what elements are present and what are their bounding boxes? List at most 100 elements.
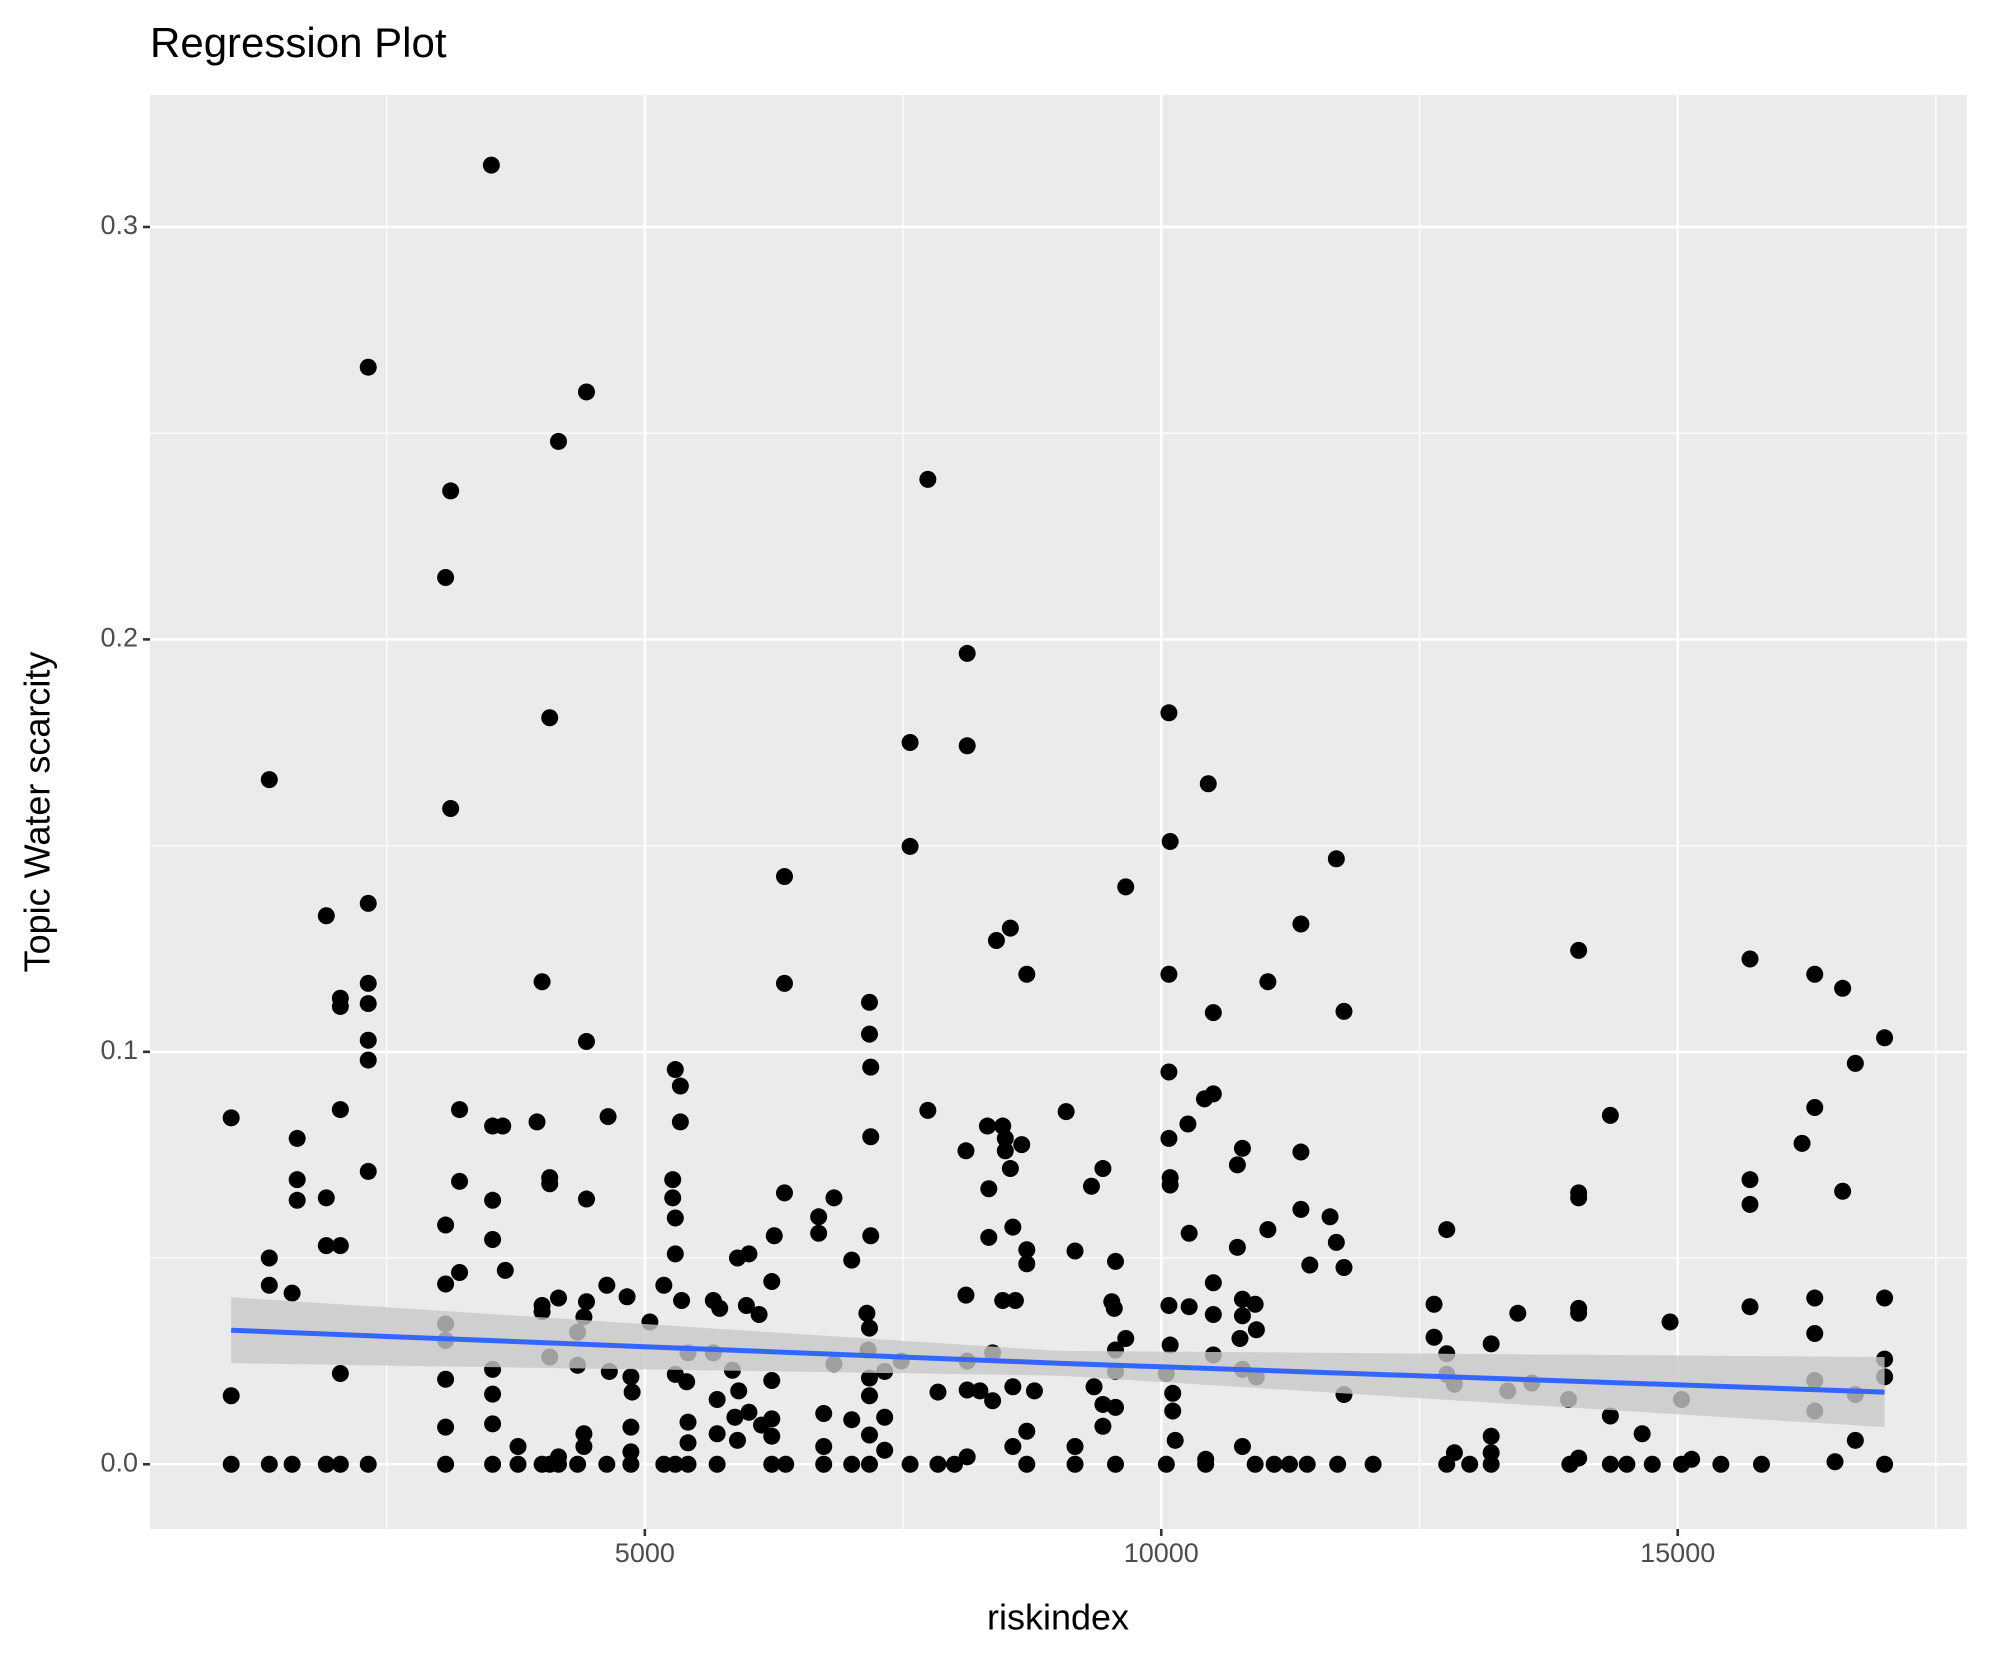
point <box>1107 1398 1125 1416</box>
point <box>1292 1200 1310 1218</box>
point <box>331 1365 349 1383</box>
point <box>1161 1176 1179 1194</box>
point <box>484 1455 502 1473</box>
point <box>1601 1106 1619 1124</box>
point <box>860 993 878 1011</box>
point <box>1327 850 1345 868</box>
point <box>1018 1455 1036 1473</box>
point <box>1301 1256 1319 1274</box>
point <box>1231 1329 1249 1347</box>
point <box>1001 919 1019 937</box>
point <box>815 1455 833 1473</box>
point <box>810 1224 828 1242</box>
point <box>1157 1455 1175 1473</box>
point <box>1094 1417 1112 1435</box>
point <box>577 1033 595 1051</box>
point <box>1570 1304 1588 1322</box>
point <box>996 1142 1014 1160</box>
point <box>1683 1450 1701 1468</box>
point <box>1826 1453 1844 1471</box>
point <box>1741 1195 1759 1213</box>
point <box>528 1113 546 1131</box>
point <box>288 1191 306 1209</box>
point <box>843 1455 861 1473</box>
point <box>1298 1455 1316 1473</box>
point <box>1329 1455 1347 1473</box>
point <box>260 1249 278 1267</box>
point <box>1082 1177 1100 1195</box>
point <box>862 1227 880 1245</box>
point <box>775 974 793 992</box>
point <box>1161 1336 1179 1354</box>
point <box>1425 1295 1443 1313</box>
point <box>1161 832 1179 850</box>
point <box>1335 1259 1353 1277</box>
point <box>1018 1422 1036 1440</box>
point <box>1876 1029 1894 1047</box>
point <box>1482 1427 1500 1445</box>
point <box>437 1418 455 1436</box>
point <box>763 1455 781 1473</box>
point <box>860 1387 878 1405</box>
point <box>1004 1378 1022 1396</box>
point <box>1570 941 1588 959</box>
point <box>1570 1449 1588 1467</box>
point <box>1179 1115 1197 1133</box>
point <box>1752 1455 1770 1473</box>
point <box>957 1142 975 1160</box>
point <box>541 709 559 727</box>
point <box>1204 1004 1222 1022</box>
point <box>1846 1054 1864 1072</box>
point <box>484 1230 502 1248</box>
point <box>359 974 377 992</box>
point <box>1280 1455 1298 1473</box>
y-tick-label: 0.0 <box>100 1447 138 1477</box>
point <box>679 1413 697 1431</box>
point <box>945 1455 963 1473</box>
point <box>288 1171 306 1189</box>
point <box>958 737 976 755</box>
point <box>860 1369 878 1387</box>
point <box>1018 965 1036 983</box>
point <box>777 1455 795 1473</box>
point <box>288 1129 306 1147</box>
point <box>1876 1289 1894 1307</box>
point <box>442 799 460 817</box>
point <box>1482 1335 1500 1353</box>
point <box>984 1392 1002 1410</box>
point <box>622 1455 640 1473</box>
point <box>1233 1307 1251 1325</box>
point <box>598 1455 616 1473</box>
point <box>484 1415 502 1433</box>
point <box>622 1418 640 1436</box>
point <box>1018 1241 1036 1259</box>
point <box>1085 1378 1103 1396</box>
point <box>484 1385 502 1403</box>
point <box>810 1208 828 1226</box>
point <box>1004 1218 1022 1236</box>
point <box>1246 1455 1264 1473</box>
point <box>331 1455 349 1473</box>
point <box>1321 1208 1339 1226</box>
point <box>919 470 937 488</box>
point <box>622 1368 640 1386</box>
point <box>1066 1455 1084 1473</box>
point <box>1292 915 1310 933</box>
point <box>623 1383 641 1401</box>
point <box>1425 1328 1443 1346</box>
point <box>1633 1425 1651 1443</box>
point <box>679 1434 697 1452</box>
point <box>260 1455 278 1473</box>
point <box>1057 1103 1075 1121</box>
point <box>1834 1182 1852 1200</box>
point <box>1259 1221 1277 1239</box>
point <box>996 1129 1014 1147</box>
point <box>901 1455 919 1473</box>
point <box>1618 1455 1636 1473</box>
point <box>1509 1304 1527 1322</box>
point <box>1160 1296 1178 1314</box>
point <box>1834 979 1852 997</box>
point <box>359 358 377 376</box>
point <box>1004 1438 1022 1456</box>
point <box>541 1175 559 1193</box>
